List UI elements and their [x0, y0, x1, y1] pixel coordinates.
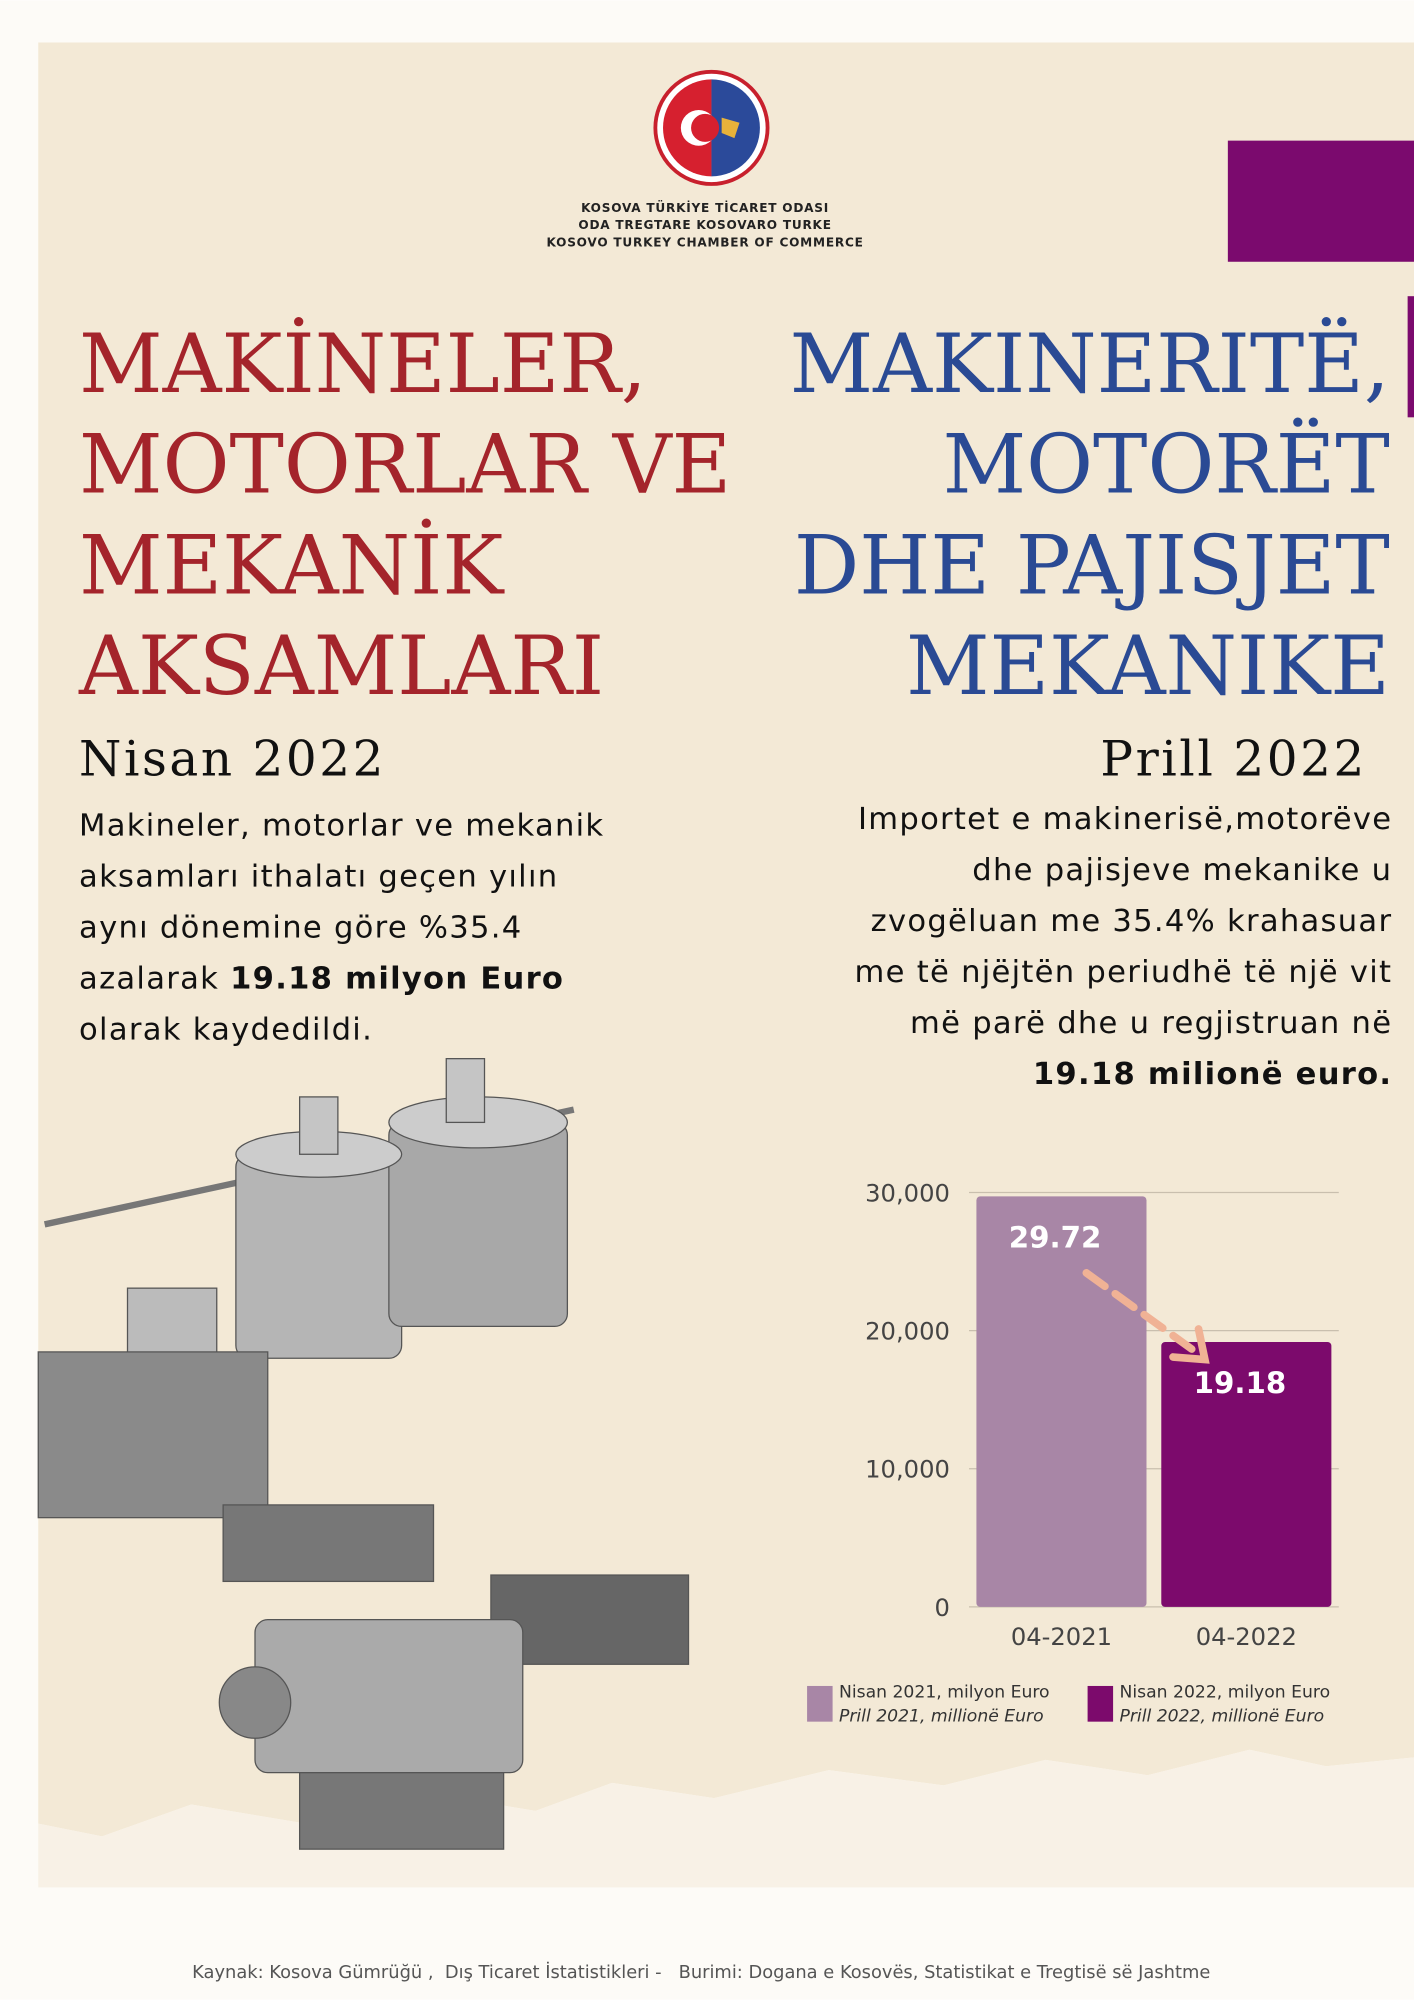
title-sq: MEKANIKE	[906, 619, 1390, 714]
title-tr: MOTORLAR VE	[79, 418, 731, 513]
bar	[976, 1196, 1147, 1607]
text-run: zvogëluan me 35.4% krahasuar	[871, 904, 1393, 939]
title-tr: AKSAMLARI	[78, 619, 604, 714]
title-sq: MOTORËT	[943, 417, 1390, 513]
legend-swatch	[807, 1685, 833, 1722]
legend-label: Prill 2022, millionë Euro	[1119, 1707, 1324, 1727]
date-sq: Prill 2022	[1100, 732, 1366, 788]
text-run: olarak kaydedildi.	[79, 1013, 373, 1048]
trend-arrowhead	[1169, 1325, 1210, 1364]
paragraph-line: me të njëjtën periudhë të një vit	[855, 955, 1393, 990]
value-label: 19.18	[1194, 1366, 1287, 1400]
footer: Kaynak: Kosova Gümrüğü , Dış Ticaret İst…	[192, 1962, 1210, 1983]
title-sq: MAKINERITË,	[790, 316, 1390, 412]
text-run: më parë dhe u regjistruan në	[910, 1006, 1392, 1041]
bar	[1161, 1341, 1332, 1607]
legend-label: Prill 2021, millionë Euro	[839, 1707, 1044, 1727]
date-tr: Nisan 2022	[79, 732, 386, 788]
paragraph-line: Importet e makinerisë,motorëve	[858, 802, 1392, 837]
y-tick-label: 20,000	[865, 1318, 950, 1346]
text-run: me të njëjtën periudhë të një vit	[855, 955, 1393, 990]
paragraph-line: olarak kaydedildi.	[79, 1013, 373, 1048]
org-name: ODA TREGTARE KOSOVARO TURKE	[578, 218, 831, 232]
org-name: KOSOVA TÜRKİYE TİCARET ODASI	[581, 200, 829, 215]
legend-label: Nisan 2022, milyon Euro	[1119, 1682, 1330, 1702]
text-run: aynı dönemine göre %35.4	[79, 911, 522, 946]
org-name: KOSOVO TURKEY CHAMBER OF COMMERCE	[547, 235, 864, 249]
legend-label: Nisan 2021, milyon Euro	[839, 1682, 1050, 1702]
paragraph-line: 19.18 milionë euro.	[1033, 1057, 1392, 1092]
title-tr: MAKİNELER,	[79, 316, 647, 412]
paragraph-line: aksamları ithalatı geçen yılın	[79, 860, 558, 895]
accent-block	[1227, 140, 1414, 262]
torn-edge	[38, 1749, 1414, 1888]
trend-arrow	[1082, 1269, 1196, 1354]
paragraph-line: dhe pajisjeve mekanike u	[972, 853, 1392, 888]
paragraph-line: azalarak 19.18 milyon Euro	[79, 962, 564, 997]
machinery-illustration	[37, 1058, 690, 1850]
text-run: dhe pajisjeve mekanike u	[972, 853, 1392, 888]
legend-swatch	[1087, 1685, 1114, 1722]
y-tick-label: 0	[934, 1594, 949, 1622]
x-tick-label: 04-2021	[1011, 1623, 1112, 1651]
y-tick-label: 30,000	[865, 1179, 950, 1207]
text-run: 19.18 milionë euro.	[1033, 1057, 1392, 1092]
text-run: Makineler, motorlar ve mekanik	[79, 809, 604, 844]
text-run: azalarak	[79, 962, 230, 997]
paragraph-line: më parë dhe u regjistruan në	[910, 1006, 1392, 1041]
accent-bar	[1407, 296, 1414, 418]
title-sq: DHE PAJISJET	[794, 518, 1390, 613]
title-tr: MEKANİK	[79, 517, 505, 613]
y-tick-label: 10,000	[865, 1456, 950, 1484]
text-run: 19.18 milyon Euro	[230, 962, 564, 997]
text-run: Importet e makinerisë,motorëve	[858, 802, 1392, 837]
paragraph-line: Makineler, motorlar ve mekanik	[79, 809, 604, 844]
logo	[653, 69, 770, 186]
text-run: aksamları ithalatı geçen yılın	[79, 860, 558, 895]
paragraph-line: zvogëluan me 35.4% krahasuar	[871, 904, 1393, 939]
paragraph-line: aynı dönemine göre %35.4	[79, 911, 522, 946]
value-label: 29.72	[1009, 1220, 1102, 1254]
x-tick-label: 04-2022	[1196, 1623, 1297, 1651]
